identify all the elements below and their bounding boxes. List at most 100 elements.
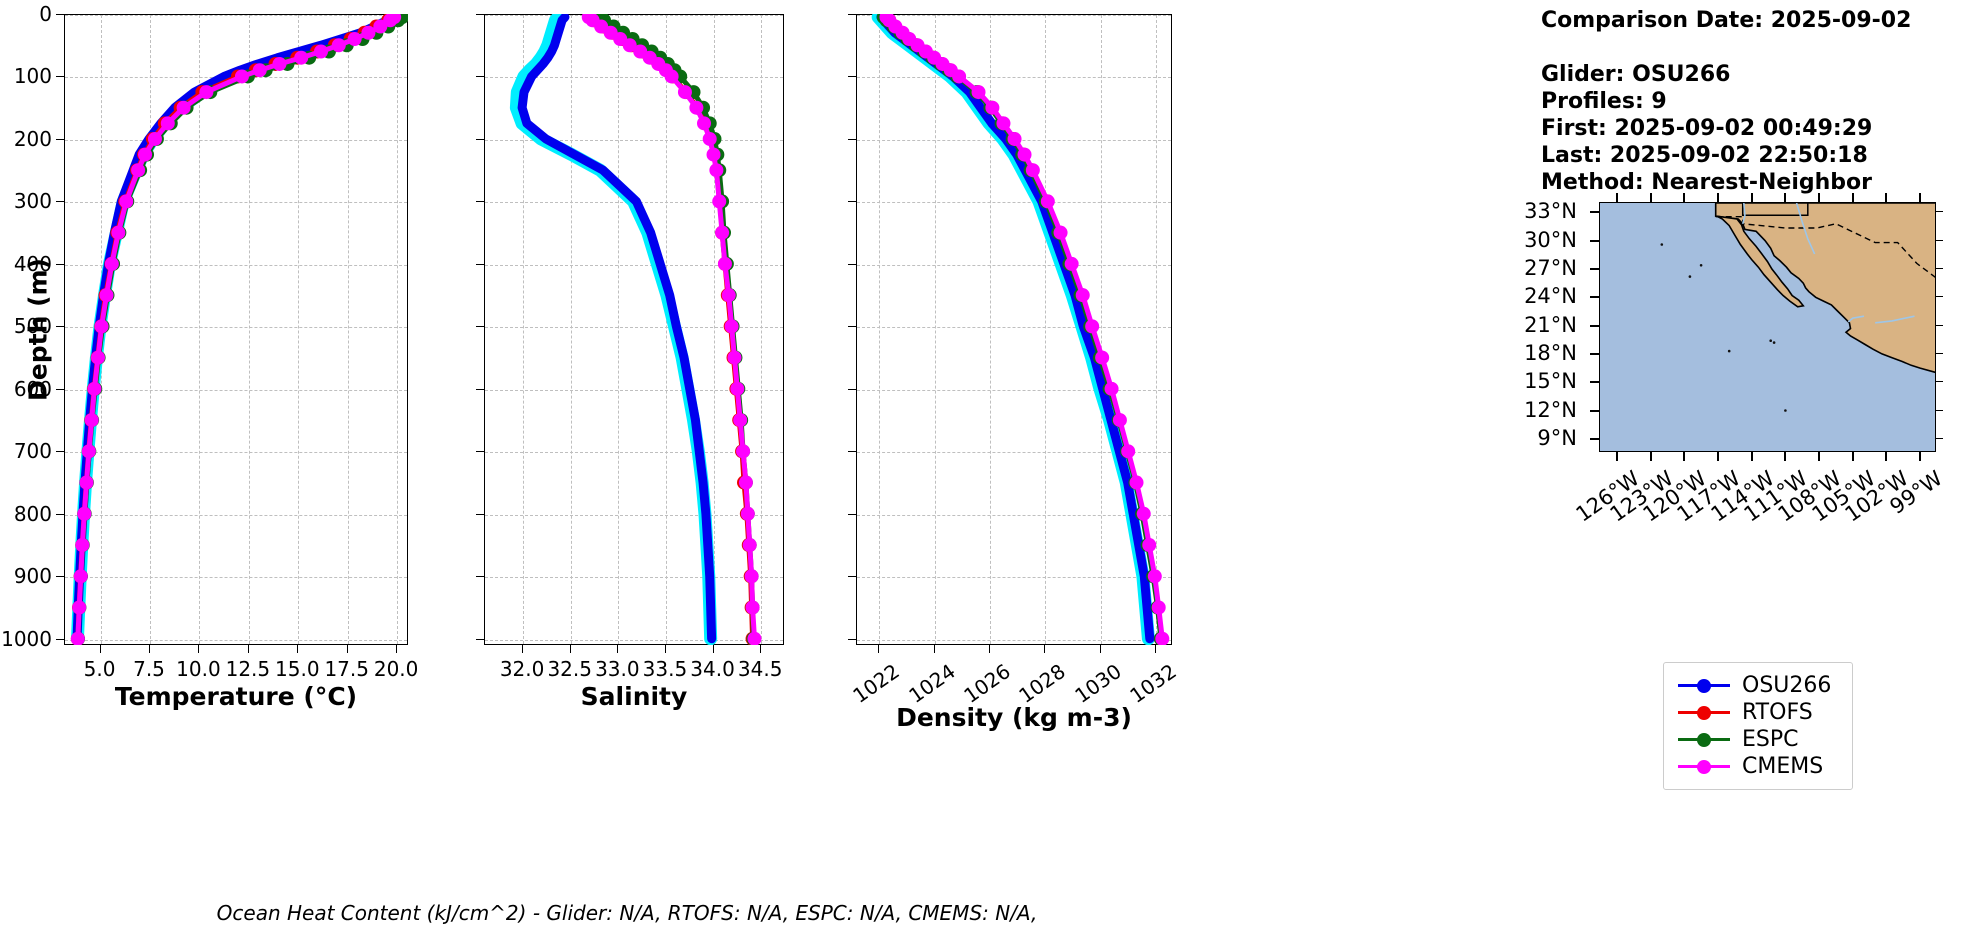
map-lat-label: 12°N bbox=[1524, 397, 1577, 422]
map-lat-tick bbox=[1590, 211, 1599, 214]
map-lon-tick-top bbox=[1818, 193, 1821, 202]
series-marker-cmems bbox=[272, 56, 287, 71]
series-line-cmems bbox=[75, 14, 397, 642]
glider-name-text: Glider: OSU266 bbox=[1541, 62, 1731, 87]
x-tick-mark bbox=[569, 645, 571, 653]
series-marker-cmems bbox=[1040, 194, 1055, 209]
gridline-horizontal bbox=[485, 264, 783, 266]
series-marker-cmems bbox=[294, 50, 309, 65]
map-lat-label: 21°N bbox=[1524, 312, 1577, 337]
series-marker-cmems bbox=[1129, 475, 1144, 490]
series-marker-cmems bbox=[81, 444, 96, 459]
series-marker-cmems bbox=[73, 569, 88, 584]
x-tick-label: 17.5 bbox=[324, 657, 369, 681]
series-marker-cmems bbox=[1075, 288, 1090, 303]
glider-location-map[interactable] bbox=[1599, 202, 1936, 452]
info-panel: Comparison Date: 2025-09-02 Glider: OSU2… bbox=[1541, 7, 1911, 196]
series-marker-cmems bbox=[373, 19, 388, 34]
x-tick-mark bbox=[1099, 645, 1101, 653]
x-tick-mark bbox=[712, 645, 714, 653]
series-marker-cmems bbox=[361, 25, 376, 40]
map-lon-tick-top bbox=[1750, 193, 1753, 202]
density-panel: 1022 1024 1026 1028 1030 1032 Density (kg m-3… bbox=[848, 14, 1181, 732]
map-lat-tick bbox=[1590, 437, 1599, 440]
ocean-heat-content-footer: Ocean Heat Content (kJ/cm^2) - Glider: N… bbox=[216, 901, 1038, 925]
legend-label: ESPC bbox=[1742, 727, 1799, 752]
series-line-espc bbox=[881, 14, 1164, 642]
y-tick-mark bbox=[848, 388, 856, 390]
map-point-1 bbox=[1688, 275, 1692, 278]
x-tick-label: 12.5 bbox=[225, 657, 271, 681]
series-marker-cmems bbox=[727, 350, 742, 365]
map-lat-tick-right bbox=[1936, 437, 1943, 439]
map-lat-label: 27°N bbox=[1524, 256, 1577, 281]
map-lat-label: 24°N bbox=[1524, 284, 1577, 309]
river-line-0 bbox=[1741, 203, 1746, 225]
x-tick-mark bbox=[346, 645, 348, 653]
y-tick-mark bbox=[476, 76, 484, 78]
gridline-vertical bbox=[761, 15, 763, 644]
series-marker-cmems bbox=[77, 506, 92, 521]
gridline-vertical bbox=[397, 15, 399, 644]
gridline-horizontal bbox=[65, 15, 407, 16]
series-marker-cmems bbox=[1007, 131, 1022, 146]
comparison-date-text: Comparison Date: 2025-09-02 bbox=[1541, 8, 1912, 33]
legend-label: RTOFS bbox=[1742, 700, 1813, 725]
series-marker-cmems bbox=[199, 85, 214, 100]
gridline-horizontal bbox=[485, 139, 783, 141]
gridline-horizontal bbox=[65, 264, 407, 266]
series-marker-cmems bbox=[1017, 147, 1032, 162]
gridline-horizontal bbox=[65, 327, 407, 329]
series-marker-cmems bbox=[747, 631, 762, 645]
map-lat-tick bbox=[1590, 239, 1599, 242]
series-marker-cmems bbox=[721, 288, 736, 303]
y-tick-mark bbox=[476, 326, 484, 328]
series-marker-cmems bbox=[314, 44, 329, 59]
legend-item-espc[interactable]: ESPC bbox=[1678, 726, 1838, 753]
series-marker-cmems bbox=[252, 63, 267, 78]
river-line-1 bbox=[1795, 203, 1816, 255]
series-marker-cmems bbox=[72, 600, 87, 615]
legend-item-rtofs[interactable]: RTOFS bbox=[1678, 699, 1838, 726]
gridline-vertical bbox=[570, 15, 572, 644]
y-tick-mark bbox=[476, 513, 484, 515]
map-point-0 bbox=[1660, 243, 1664, 246]
series-marker-cmems bbox=[738, 475, 753, 490]
series-marker-cmems bbox=[730, 381, 745, 396]
gridline-horizontal bbox=[857, 15, 1171, 16]
map-lat-tick-right bbox=[1936, 296, 1943, 298]
series-marker-cmems bbox=[1151, 600, 1166, 615]
legend-item-osu266[interactable]: OSU266 bbox=[1678, 672, 1838, 699]
national-border-line bbox=[1715, 215, 1935, 278]
series-marker-cmems bbox=[75, 538, 90, 553]
map-lat-tick bbox=[1590, 409, 1599, 412]
x-tick-label: 33.0 bbox=[595, 657, 640, 681]
series-marker-cmems bbox=[744, 569, 759, 584]
map-lon-tick bbox=[1919, 452, 1922, 461]
map-lon-tick bbox=[1750, 452, 1753, 461]
map-point-2 bbox=[1727, 349, 1731, 353]
x-tick-mark bbox=[198, 645, 200, 653]
x-tick-mark bbox=[99, 645, 101, 653]
series-line-espc bbox=[75, 14, 405, 642]
series-marker-cmems bbox=[664, 69, 679, 84]
salinity-plot-lines bbox=[509, 14, 762, 645]
series-legend: OSU266 RTOFS ESPC CMEMS bbox=[1663, 662, 1853, 790]
series-marker-cmems bbox=[131, 163, 146, 178]
series-marker-cmems bbox=[697, 116, 711, 131]
series-line-osu266 bbox=[72, 14, 399, 644]
y-tick-mark bbox=[476, 201, 484, 203]
series-line-osu266_spread bbox=[70, 14, 403, 645]
y-tick-mark bbox=[56, 138, 64, 140]
y-tick-mark bbox=[476, 138, 484, 140]
series-marker-cmems bbox=[1142, 538, 1157, 553]
series-marker-cmems bbox=[996, 116, 1011, 131]
gridline-horizontal bbox=[65, 389, 407, 391]
series-marker-cmems bbox=[740, 506, 755, 521]
map-point-5 bbox=[1784, 409, 1787, 412]
legend-item-cmems[interactable]: CMEMS bbox=[1678, 753, 1838, 780]
gridline-horizontal bbox=[65, 514, 407, 516]
gridline-vertical bbox=[665, 15, 667, 644]
gridline-vertical bbox=[298, 15, 300, 644]
depth-tick-label: 600 bbox=[13, 376, 52, 401]
